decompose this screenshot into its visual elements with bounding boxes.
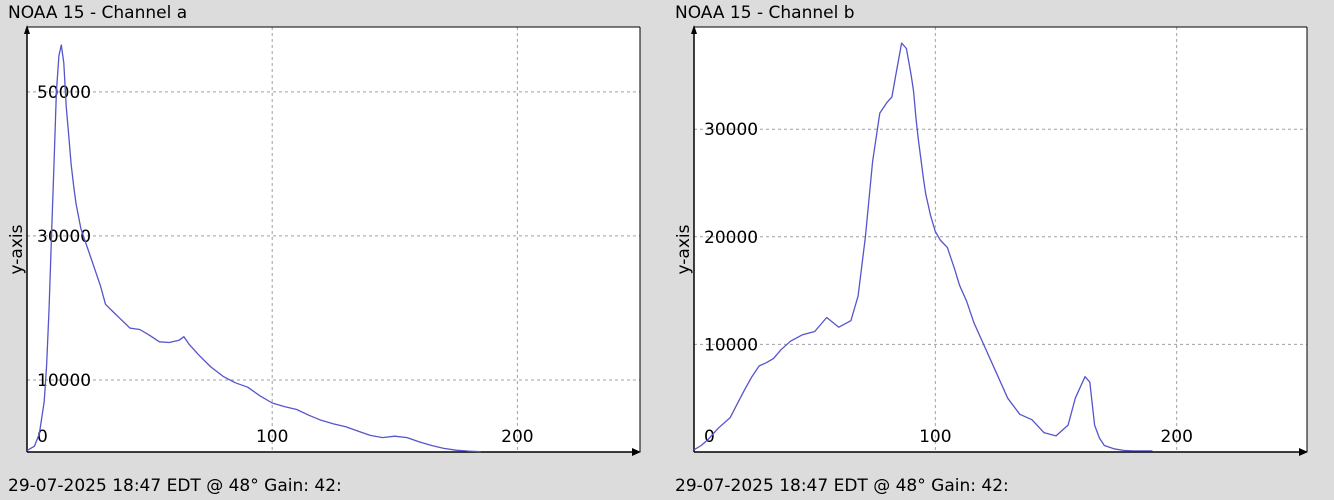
chart-b-svg: 0 100 200 10000 20000 30000 y-axis bbox=[674, 25, 1308, 456]
y-axis-title: y-axis bbox=[7, 224, 27, 274]
x-tick-label: 200 bbox=[1160, 427, 1192, 447]
plot-area bbox=[694, 27, 1307, 452]
x-tick-label: 100 bbox=[919, 427, 951, 447]
x-axis-arrow bbox=[1299, 448, 1308, 456]
chart-title: NOAA 15 - Channel a bbox=[8, 3, 188, 23]
x-tick-label: 200 bbox=[501, 427, 533, 447]
x-tick-label: 0 bbox=[704, 427, 715, 447]
chart-panel-b: NOAA 15 - Channel b 0 100 200 10000 20000 300… bbox=[667, 0, 1334, 500]
chart-a-svg: 0 100 200 10000 30000 50000 y-axis bbox=[7, 25, 641, 456]
y-tick-label: 10000 bbox=[704, 335, 758, 355]
y-axis-arrow bbox=[691, 25, 697, 34]
chart-title: NOAA 15 - Channel b bbox=[675, 3, 855, 23]
y-axis-title: y-axis bbox=[674, 224, 694, 274]
status-footer: 29-07-2025 18:47 EDT @ 48° Gain: 42: bbox=[8, 476, 342, 496]
y-axis-arrow bbox=[24, 25, 30, 34]
x-axis-arrow bbox=[632, 448, 641, 456]
series-line bbox=[26, 44, 481, 453]
x-tick-label: 100 bbox=[256, 427, 288, 447]
y-tick-label: 20000 bbox=[704, 228, 758, 248]
x-tick-label: 0 bbox=[37, 427, 48, 447]
y-tick-label: 30000 bbox=[704, 120, 758, 140]
status-footer: 29-07-2025 18:47 EDT @ 48° Gain: 42: bbox=[675, 476, 1009, 496]
series-line bbox=[693, 42, 1153, 452]
y-tick-label: 50000 bbox=[37, 83, 91, 103]
chart-panel-a: NOAA 15 - Channel a 0 100 200 10000 30000 500… bbox=[7, 3, 641, 496]
y-tick-label: 30000 bbox=[37, 227, 91, 247]
y-tick-label: 10000 bbox=[37, 371, 91, 391]
plot-area bbox=[27, 27, 640, 452]
